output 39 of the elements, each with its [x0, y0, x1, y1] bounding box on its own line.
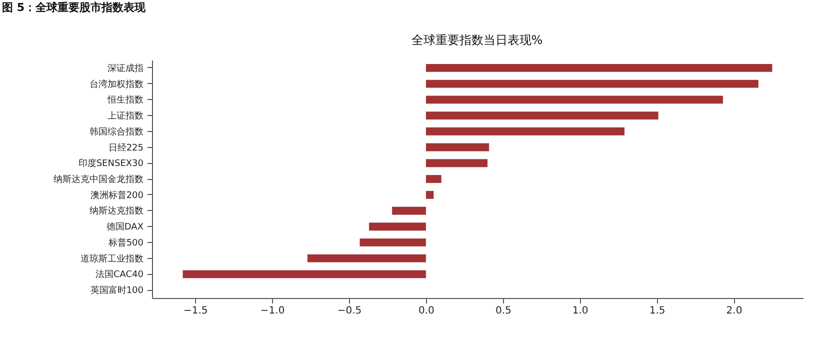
x-tick-label: 1.0 [572, 306, 588, 316]
y-tick-label: 英国富时100 [90, 285, 144, 296]
bar [426, 96, 723, 104]
bar [426, 143, 490, 152]
bar [182, 270, 426, 278]
caption: 图 5：全球重要股市指数表现 [2, 1, 146, 14]
bar [426, 175, 442, 183]
bar [360, 238, 426, 246]
bar [426, 190, 434, 199]
x-tick-label: 0.5 [495, 306, 512, 316]
y-tick-label: 韩国综合指数 [90, 126, 144, 138]
y-tick-label: 澳洲标普200 [90, 190, 144, 201]
bar [426, 80, 758, 88]
bar [426, 64, 772, 72]
y-tick-label: 法国CAC40 [95, 269, 144, 280]
y-tick-label: 道琼斯工业指数 [80, 253, 144, 264]
chart-title: 全球重要指数当日表现% [411, 33, 543, 47]
bar [307, 254, 426, 262]
bar [369, 222, 426, 231]
x-tick-label: −0.5 [337, 306, 362, 316]
y-tick-label: 纳斯达克指数 [90, 206, 144, 217]
y-tick-label: 台湾加权指数 [90, 78, 144, 90]
y-tick-label: 上证指数 [108, 110, 144, 122]
x-tick-label: −1.0 [260, 306, 285, 316]
bar [392, 206, 426, 215]
bar [426, 112, 658, 120]
y-tick-label: 恒生指数 [106, 94, 144, 106]
y-tick-label: 日经225 [108, 142, 144, 154]
y-tick-label: 标普500 [107, 237, 144, 248]
bar [426, 159, 488, 168]
x-tick-label: 2.0 [726, 306, 742, 316]
y-tick-label: 印度SENSEX30 [78, 158, 144, 170]
x-tick-label: −1.5 [183, 306, 208, 316]
y-tick-label: 纳斯达克中国金龙指数 [54, 174, 144, 185]
bar [426, 127, 624, 136]
y-tick-label: 深证成指 [108, 62, 144, 74]
y-tick-label: 德国DAX [106, 222, 144, 233]
x-tick-label: 1.5 [649, 306, 666, 316]
x-tick-label: 0.0 [418, 306, 434, 316]
